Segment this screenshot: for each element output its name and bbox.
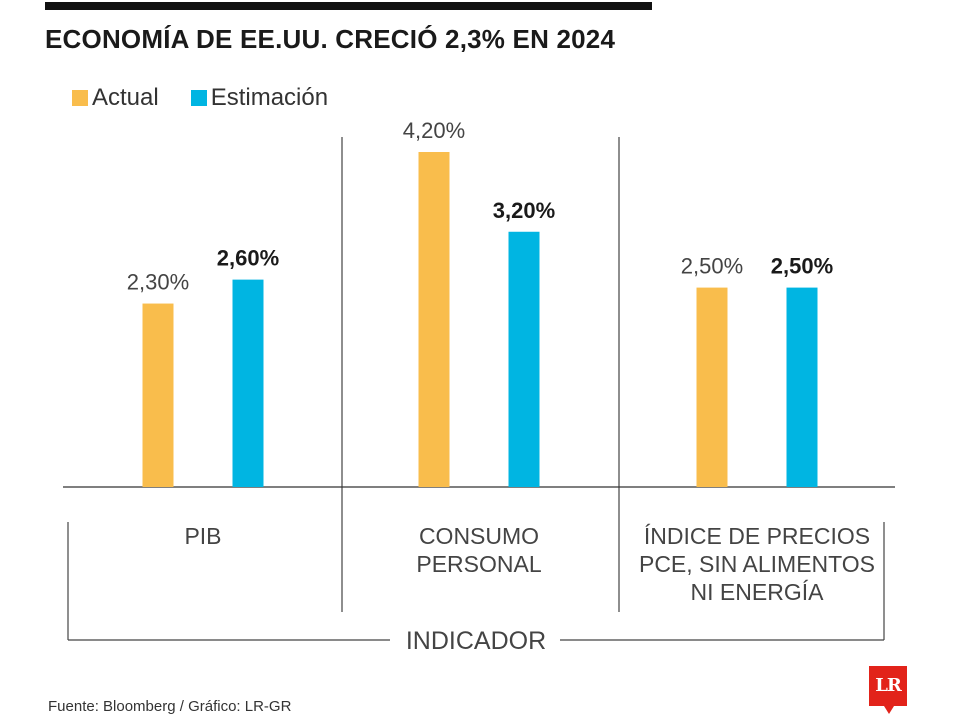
category-label-2-line-2: PERSONAL (416, 551, 541, 577)
data-label-estimacion-2: 3,20% (493, 198, 555, 223)
legend-swatch-actual (72, 90, 88, 106)
data-label-estimacion-3: 2,50% (771, 254, 833, 279)
data-label-actual-1: 2,30% (127, 270, 189, 295)
category-label-2-line-1: CONSUMO (419, 523, 539, 549)
bar-estimacion-1 (232, 279, 264, 487)
data-label-actual-2: 4,20% (403, 118, 465, 143)
legend-item-actual: Actual (72, 84, 159, 112)
legend-item-estimacion: Estimación (190, 84, 329, 112)
legend-swatch-estimacion (190, 90, 207, 106)
category-label-3-line-2: PCE, SIN ALIMENTOS (639, 551, 875, 577)
bar-estimacion-3 (786, 287, 818, 487)
category-label-3-line-1: ÍNDICE DE PRECIOS (644, 523, 870, 549)
source-note: Fuente: Bloomberg / Gráfico: LR-GR (48, 698, 292, 715)
bar-actual-1 (142, 303, 174, 487)
data-label-actual-3: 2,50% (681, 254, 743, 279)
chart-title: ECONOMÍA DE EE.UU. CRECIÓ 2,3% EN 2024 (45, 24, 616, 54)
top-rule (45, 2, 652, 10)
bar-actual-3 (696, 287, 728, 487)
lr-logo: LR (869, 666, 907, 714)
category-label-1-line-1: PIB (184, 523, 221, 549)
legend: Actual Estimación (72, 84, 360, 112)
bar-actual-2 (418, 152, 450, 487)
legend-label-estimacion: Estimación (210, 84, 329, 111)
legend-label-actual: Actual (92, 84, 159, 111)
x-axis-title: INDICADOR (406, 627, 546, 655)
data-label-estimacion-1: 2,60% (217, 246, 279, 271)
bar-estimacion-2 (508, 231, 540, 487)
category-label-3-line-3: NI ENERGÍA (691, 579, 825, 605)
